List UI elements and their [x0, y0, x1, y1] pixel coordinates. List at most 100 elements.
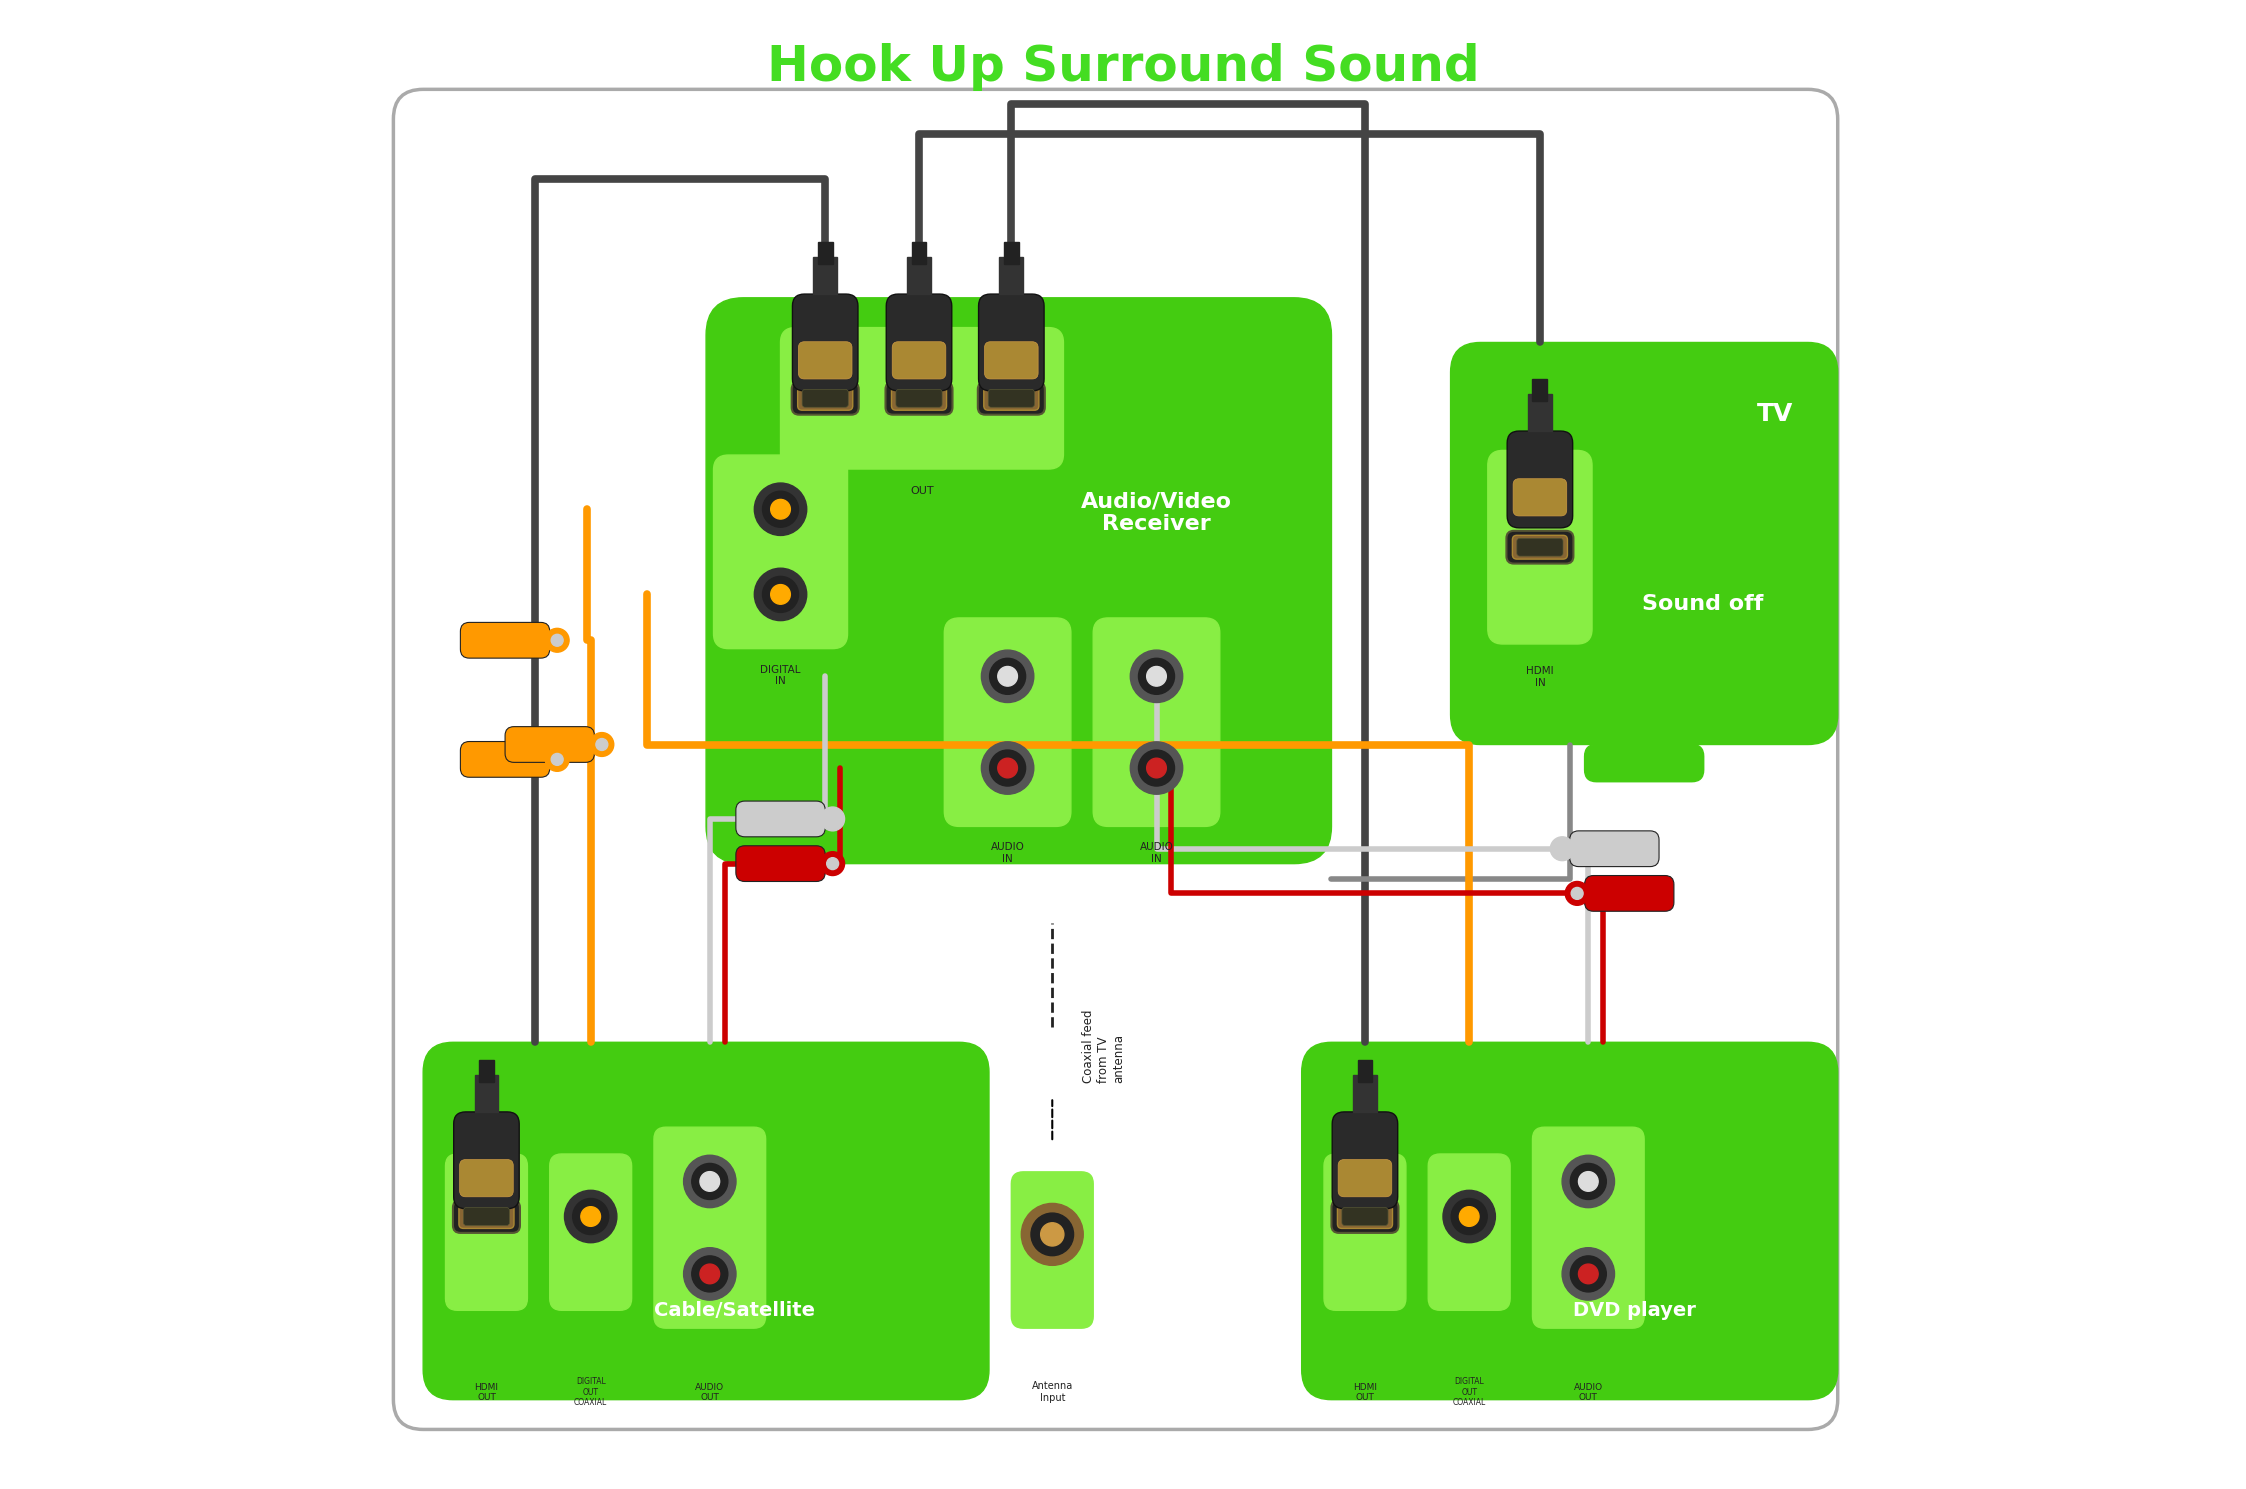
Circle shape	[692, 1163, 728, 1200]
FancyBboxPatch shape	[943, 618, 1071, 826]
Circle shape	[1022, 1203, 1083, 1266]
Text: DVD player: DVD player	[1572, 1301, 1696, 1319]
Circle shape	[701, 1264, 719, 1284]
FancyBboxPatch shape	[782, 328, 1062, 469]
Circle shape	[761, 576, 800, 612]
Circle shape	[701, 1172, 719, 1191]
Text: HDMI
OUT: HDMI OUT	[1352, 1382, 1377, 1403]
Circle shape	[1579, 1172, 1599, 1191]
Bar	[1357, 1060, 1372, 1083]
Circle shape	[982, 651, 1033, 703]
Circle shape	[820, 852, 844, 876]
FancyBboxPatch shape	[1323, 1154, 1406, 1310]
Bar	[818, 241, 833, 264]
FancyBboxPatch shape	[1586, 876, 1673, 911]
Circle shape	[1130, 651, 1184, 703]
Text: OUT: OUT	[910, 487, 934, 496]
Circle shape	[591, 733, 613, 756]
FancyBboxPatch shape	[1532, 1127, 1644, 1328]
Text: HDMI
IN: HDMI IN	[1525, 666, 1554, 688]
FancyBboxPatch shape	[1514, 479, 1568, 517]
Text: Hook Up Surround Sound: Hook Up Surround Sound	[766, 43, 1480, 91]
Circle shape	[820, 807, 844, 831]
Circle shape	[990, 750, 1026, 786]
FancyBboxPatch shape	[1332, 1200, 1399, 1233]
FancyBboxPatch shape	[802, 389, 849, 406]
FancyBboxPatch shape	[550, 1154, 631, 1310]
Circle shape	[683, 1155, 737, 1208]
FancyBboxPatch shape	[454, 1200, 521, 1233]
Text: Cable/Satellite: Cable/Satellite	[654, 1301, 815, 1319]
Text: AUDIO
OUT: AUDIO OUT	[1574, 1382, 1604, 1403]
FancyBboxPatch shape	[454, 1112, 519, 1209]
Circle shape	[827, 858, 838, 870]
FancyBboxPatch shape	[1339, 1160, 1393, 1197]
FancyBboxPatch shape	[1507, 530, 1574, 563]
Circle shape	[755, 482, 806, 536]
FancyBboxPatch shape	[737, 846, 824, 881]
FancyBboxPatch shape	[977, 381, 1044, 414]
Circle shape	[1460, 1206, 1480, 1227]
Circle shape	[1563, 1248, 1615, 1300]
Text: TV: TV	[1756, 402, 1792, 426]
Circle shape	[546, 747, 568, 771]
FancyBboxPatch shape	[793, 295, 858, 390]
FancyBboxPatch shape	[463, 1208, 510, 1225]
Circle shape	[1148, 758, 1166, 777]
FancyBboxPatch shape	[887, 295, 952, 390]
Circle shape	[761, 491, 800, 527]
Bar	[1352, 1075, 1377, 1112]
Text: Coaxial feed
from TV
antenna: Coaxial feed from TV antenna	[1083, 1010, 1125, 1083]
Circle shape	[564, 1190, 618, 1243]
Circle shape	[1550, 837, 1574, 861]
Circle shape	[550, 634, 564, 646]
Circle shape	[997, 667, 1017, 686]
Circle shape	[1130, 742, 1184, 794]
Bar	[1527, 393, 1552, 432]
FancyBboxPatch shape	[705, 298, 1332, 864]
Bar	[907, 256, 930, 295]
FancyBboxPatch shape	[1507, 432, 1572, 527]
Text: Antenna
Input: Antenna Input	[1031, 1382, 1074, 1403]
FancyBboxPatch shape	[1586, 744, 1705, 782]
Bar	[1004, 241, 1020, 264]
Circle shape	[1570, 1255, 1606, 1292]
Bar	[478, 1060, 494, 1083]
Text: AUDIO
IN: AUDIO IN	[1139, 843, 1172, 864]
Text: Sound off: Sound off	[1642, 594, 1763, 613]
FancyBboxPatch shape	[1332, 1112, 1397, 1209]
FancyBboxPatch shape	[460, 622, 550, 658]
FancyBboxPatch shape	[892, 341, 946, 378]
FancyBboxPatch shape	[654, 1127, 766, 1328]
FancyBboxPatch shape	[979, 295, 1044, 390]
Text: HDMI
OUT: HDMI OUT	[474, 1382, 499, 1403]
Circle shape	[1556, 843, 1568, 855]
FancyBboxPatch shape	[1303, 1042, 1837, 1400]
Circle shape	[997, 758, 1017, 777]
Circle shape	[550, 753, 564, 765]
Circle shape	[990, 658, 1026, 694]
FancyBboxPatch shape	[1094, 618, 1220, 826]
Circle shape	[1442, 1190, 1496, 1243]
FancyBboxPatch shape	[1341, 1208, 1388, 1225]
Circle shape	[1570, 1163, 1606, 1200]
FancyBboxPatch shape	[460, 1160, 514, 1197]
Text: AUDIO
IN: AUDIO IN	[990, 843, 1024, 864]
FancyBboxPatch shape	[896, 389, 941, 406]
Circle shape	[1572, 887, 1583, 899]
Circle shape	[982, 742, 1033, 794]
FancyBboxPatch shape	[1487, 450, 1592, 643]
FancyBboxPatch shape	[422, 1042, 988, 1400]
Circle shape	[1031, 1214, 1074, 1255]
Text: Audio/Video
Receiver: Audio/Video Receiver	[1080, 491, 1231, 535]
Circle shape	[1139, 658, 1175, 694]
Circle shape	[546, 628, 568, 652]
Circle shape	[1579, 1264, 1599, 1284]
FancyBboxPatch shape	[445, 1154, 528, 1310]
FancyBboxPatch shape	[1011, 1172, 1094, 1328]
Circle shape	[1148, 667, 1166, 686]
Bar	[1532, 380, 1547, 402]
Circle shape	[1040, 1222, 1065, 1246]
FancyBboxPatch shape	[458, 1205, 514, 1228]
Circle shape	[770, 585, 791, 605]
